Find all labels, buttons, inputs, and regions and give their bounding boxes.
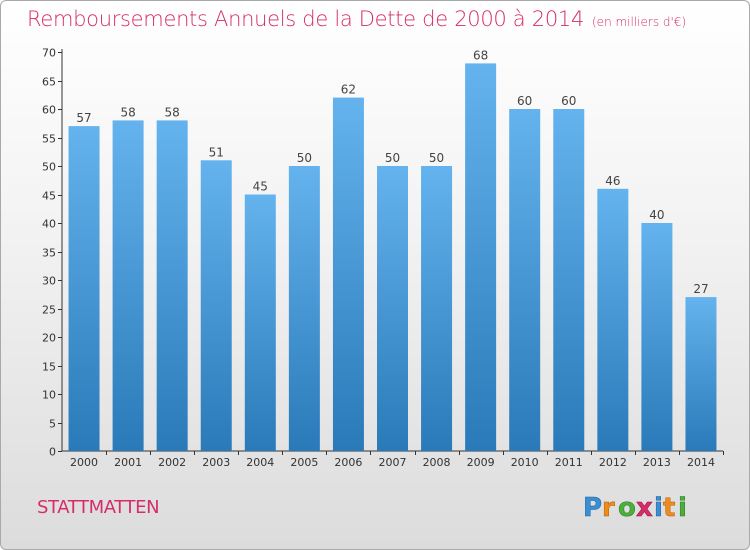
proxiti-logo[interactable]: P r o x i t i: [583, 489, 693, 524]
bar-2009: [465, 63, 497, 452]
y-tick-label: 65: [42, 76, 56, 89]
proxiti-logo-mark: P r o x i t i: [583, 493, 687, 524]
data-label: 51: [209, 145, 224, 159]
bars: [68, 63, 717, 452]
x-tick-label: 2002: [158, 456, 186, 469]
y-tick-label: 45: [42, 190, 56, 203]
data-label: 27: [693, 282, 708, 296]
data-label: 46: [605, 174, 620, 188]
bar-2006: [332, 97, 364, 451]
svg-text:P: P: [583, 493, 602, 523]
y-tick-label: 15: [42, 361, 56, 374]
data-label: 60: [517, 94, 532, 108]
y-tick-label: 50: [42, 161, 56, 174]
bar-2008: [421, 166, 453, 451]
bar-2007: [377, 166, 408, 451]
y-tick-label: 0: [49, 446, 56, 459]
svg-text:o: o: [618, 493, 636, 523]
bar-2013: [641, 223, 673, 451]
commune-name: STATTMATTEN: [37, 497, 160, 518]
svg-text:i: i: [678, 493, 687, 523]
x-tick-label: 2000: [70, 456, 98, 469]
axes: 0 5 10 15 20 25 30 35 40 45 50 55 60 65 70: [42, 47, 724, 459]
svg-text:t: t: [663, 493, 675, 523]
data-label: 50: [297, 151, 312, 165]
x-tick-label: 2013: [643, 456, 671, 469]
data-label: 50: [429, 151, 444, 165]
y-tick-label: 35: [42, 247, 56, 260]
bar-2014: [685, 297, 717, 451]
x-tick-label: 2010: [511, 456, 539, 469]
data-label: 45: [253, 180, 268, 194]
data-label: 62: [341, 83, 356, 97]
bar-2003: [200, 160, 232, 452]
bar-2012: [597, 188, 629, 452]
bar-2000: [68, 126, 100, 451]
svg-text:i: i: [654, 493, 663, 523]
y-tick-label: 10: [42, 389, 56, 402]
y-tick-label: 60: [42, 104, 56, 117]
x-tick-label: 2003: [202, 456, 230, 469]
x-tick-label: 2009: [467, 456, 495, 469]
chart-subtitle: (en milliers d'€): [592, 15, 687, 29]
bar-2010: [509, 109, 541, 451]
data-label: 60: [561, 94, 576, 108]
bar-2001: [112, 120, 144, 452]
data-label: 50: [385, 151, 400, 165]
y-tick-label: 30: [42, 275, 56, 288]
data-label: 40: [649, 208, 664, 222]
x-tick-label: 2004: [246, 456, 274, 469]
chart-title-text: Remboursements Annuels de la Dette de 20…: [27, 7, 584, 31]
data-label: 58: [120, 105, 135, 119]
bar-2004: [244, 194, 276, 451]
data-label: 57: [76, 111, 91, 125]
bar-2002: [156, 120, 188, 452]
data-labels: 2000 57 2001 58 2002 58 2003 51 2004 45 2005 50 2006…: [70, 48, 715, 469]
x-tick-label: 2005: [290, 456, 318, 469]
svg-text:r: r: [602, 493, 615, 523]
y-tick-label: 40: [42, 218, 56, 231]
x-tick-label: 2011: [555, 456, 583, 469]
bar-2005: [288, 166, 320, 451]
y-tick-label: 25: [42, 304, 56, 317]
y-tick-label: 5: [49, 418, 56, 431]
data-label: 58: [165, 105, 180, 119]
bar-2011: [553, 109, 585, 451]
y-tick-label: 20: [42, 332, 56, 345]
x-tick-label: 2006: [334, 456, 362, 469]
svg-text:x: x: [636, 493, 653, 523]
x-tick-label: 2008: [423, 456, 451, 469]
x-tick-label: 2007: [379, 456, 407, 469]
x-tick-label: 2012: [599, 456, 627, 469]
chart-title: Remboursements Annuels de la Dette de 20…: [27, 7, 686, 31]
y-tick-label: 70: [42, 47, 56, 60]
data-label: 68: [473, 48, 488, 62]
x-tick-label: 2014: [687, 456, 715, 469]
x-tick-label: 2001: [114, 456, 142, 469]
y-tick-label: 55: [42, 133, 56, 146]
